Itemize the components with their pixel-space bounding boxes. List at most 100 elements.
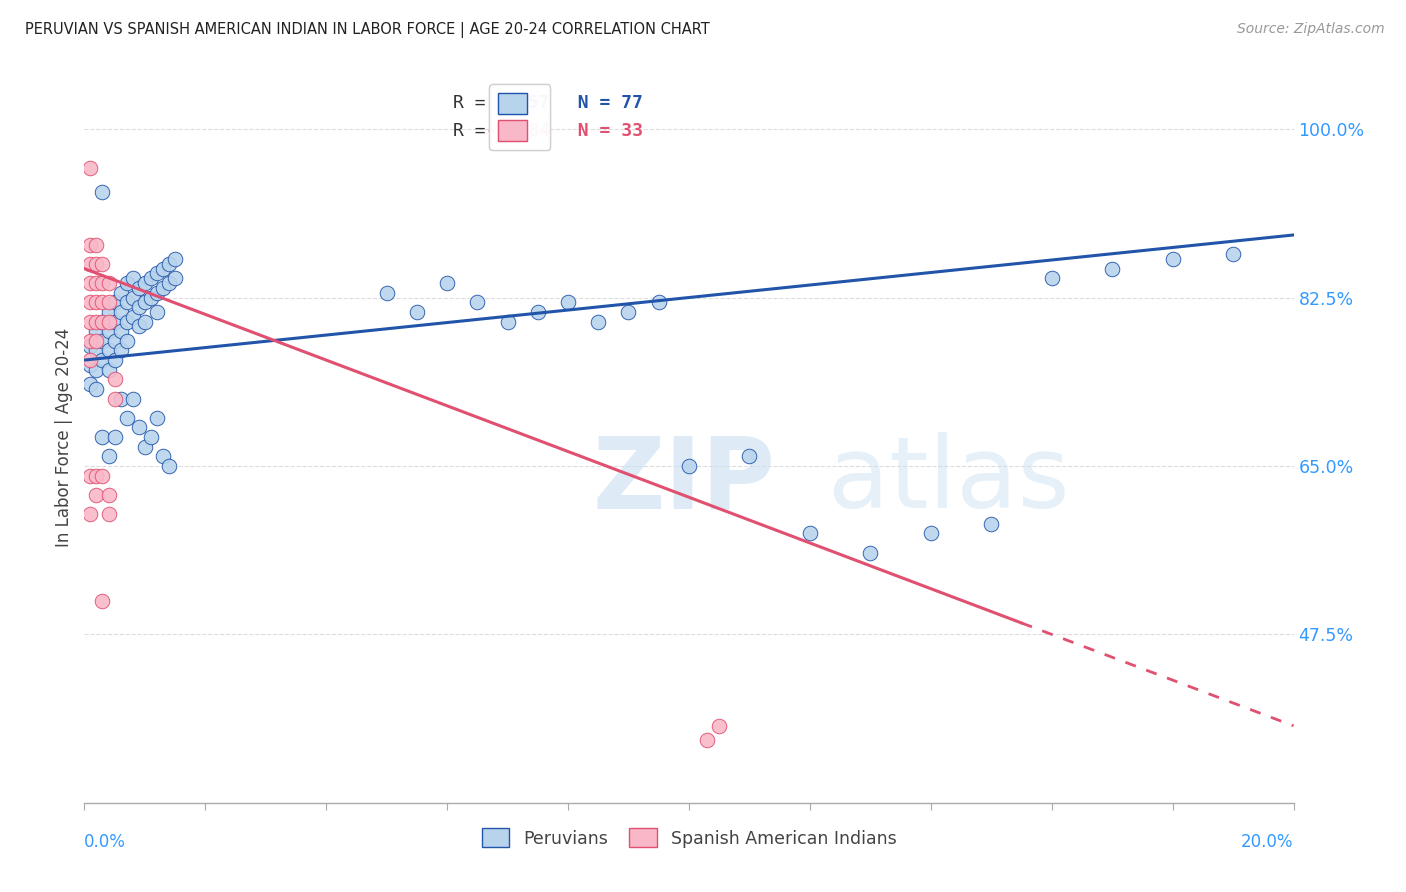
Point (115, 410, 138, 425)
Point (115, 334, 138, 348)
Point (79, 468, 101, 483)
Text: R =: R = (453, 94, 508, 112)
Point (157, 257, 180, 271)
Point (139, 271, 162, 285)
Point (86, 343, 108, 358)
Point (91, 468, 114, 483)
Point (104, 430, 127, 444)
Point (79, 161, 101, 175)
Point (97, 295, 120, 310)
Point (91, 334, 114, 348)
Point (110, 343, 132, 358)
Text: atlas: atlas (828, 433, 1070, 530)
Point (97, 343, 120, 358)
Point (86, 237, 108, 252)
Point (86, 382, 108, 396)
Point (86, 324, 108, 338)
Text: N = 33: N = 33 (555, 122, 643, 140)
Point (115, 315, 138, 329)
Point (91, 257, 114, 271)
Point (86, 334, 108, 348)
Text: PERUVIAN VS SPANISH AMERICAN INDIAN IN LABOR FORCE | AGE 20-24 CORRELATION CHART: PERUVIAN VS SPANISH AMERICAN INDIAN IN L… (25, 22, 710, 38)
Point (86, 295, 108, 310)
Point (121, 271, 143, 285)
Point (104, 392, 127, 406)
Point (467, 295, 489, 310)
Point (980, 516, 1002, 531)
Point (79, 377, 101, 392)
Point (696, 733, 718, 747)
Point (79, 295, 101, 310)
Point (79, 257, 101, 271)
Point (79, 358, 101, 372)
Point (128, 300, 150, 314)
Point (557, 295, 579, 310)
Point (104, 353, 127, 368)
Text: R =: R = (453, 122, 486, 140)
Point (436, 276, 458, 290)
Point (91, 315, 114, 329)
Point (91, 276, 114, 290)
Point (1161, 252, 1184, 266)
Text: 0.0%: 0.0% (84, 833, 127, 851)
Point (91, 315, 114, 329)
Point (79, 276, 101, 290)
Point (527, 305, 550, 319)
Point (1222, 247, 1244, 261)
Point (920, 526, 942, 541)
Point (157, 458, 180, 473)
Point (121, 392, 143, 406)
Point (110, 305, 132, 319)
Point (709, 719, 731, 733)
Point (97, 362, 120, 376)
Point (588, 315, 610, 329)
Point (97, 450, 120, 464)
Point (375, 285, 398, 300)
Text: -0.484: -0.484 (486, 122, 551, 140)
Text: 20.0%: 20.0% (1241, 833, 1294, 851)
Point (97, 507, 120, 521)
Point (86, 488, 108, 502)
Point (139, 430, 162, 444)
Point (79, 315, 101, 329)
Point (79, 353, 101, 368)
Point (79, 338, 101, 352)
Point (104, 334, 127, 348)
Point (152, 261, 174, 276)
Text: 0.257: 0.257 (495, 94, 550, 112)
Point (121, 310, 143, 324)
Point (86, 362, 108, 376)
Point (165, 271, 187, 285)
Point (128, 281, 150, 295)
Point (91, 295, 114, 310)
Point (79, 334, 101, 348)
Point (799, 526, 821, 541)
Text: N = 77: N = 77 (555, 94, 643, 112)
Point (146, 410, 169, 425)
Point (134, 440, 156, 454)
Point (139, 291, 162, 305)
Point (86, 257, 108, 271)
Point (97, 315, 120, 329)
Point (617, 305, 640, 319)
Point (128, 319, 150, 334)
Point (86, 468, 108, 483)
Point (91, 430, 114, 444)
Point (496, 315, 519, 329)
Point (1040, 271, 1063, 285)
Point (1101, 261, 1123, 276)
Point (146, 267, 169, 281)
Point (79, 237, 101, 252)
Point (157, 276, 180, 290)
Point (91, 593, 114, 607)
Point (121, 291, 143, 305)
Point (110, 324, 132, 338)
Point (86, 315, 108, 329)
Point (134, 315, 156, 329)
Y-axis label: In Labor Force | Age 20-24: In Labor Force | Age 20-24 (55, 327, 73, 547)
Legend: Peruvians, Spanish American Indians: Peruvians, Spanish American Indians (472, 820, 905, 856)
Point (128, 420, 150, 434)
Point (134, 276, 156, 290)
Point (97, 276, 120, 290)
Point (146, 285, 169, 300)
